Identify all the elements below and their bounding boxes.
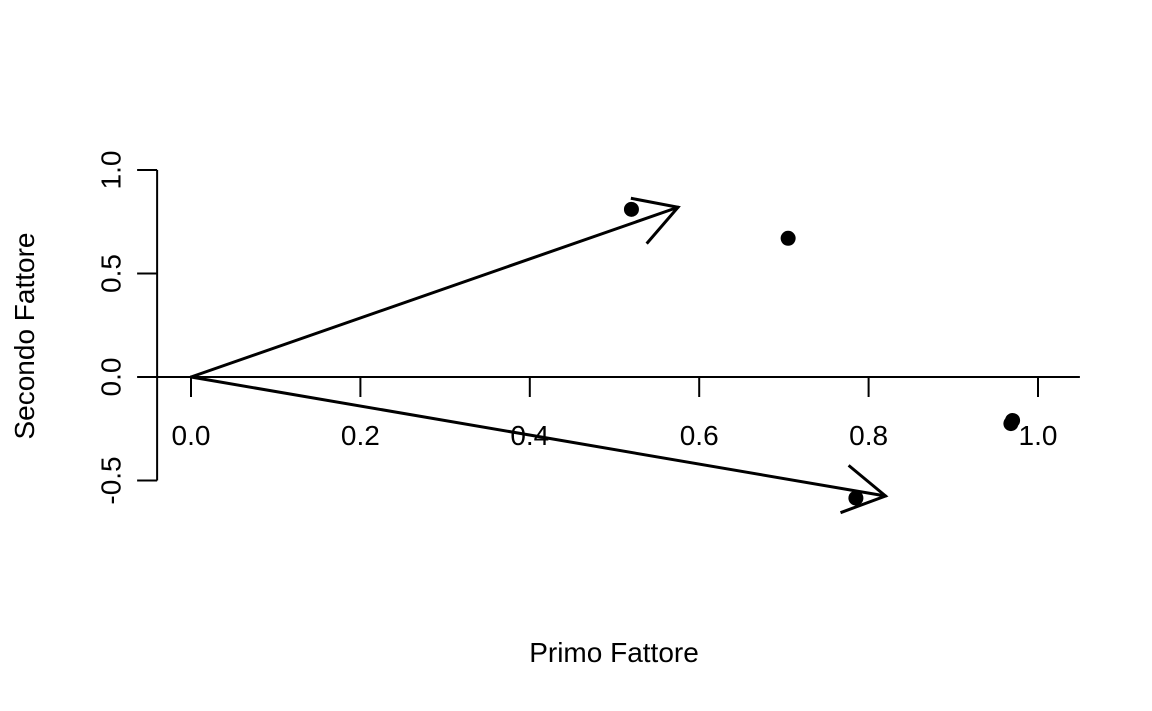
points xyxy=(623,201,1021,506)
data-point xyxy=(848,490,864,506)
y-tick-label: 0.0 xyxy=(96,358,127,397)
x-tick-label: 0.8 xyxy=(849,420,888,451)
tick-marks xyxy=(137,169,1039,482)
x-tick-label: 0.2 xyxy=(341,420,380,451)
arrow xyxy=(189,375,889,515)
data-point xyxy=(780,230,796,246)
y-tick-label: 1.0 xyxy=(96,151,127,190)
data-point xyxy=(623,201,639,217)
x-tick-label: 1.0 xyxy=(1019,420,1058,451)
x-axis-title: Primo Fattore xyxy=(529,637,699,668)
y-tick-label: -0.5 xyxy=(96,456,127,504)
x-tick-label: 0.0 xyxy=(172,420,211,451)
data-point xyxy=(1003,416,1019,432)
arrow xyxy=(189,196,681,379)
x-tick-label: 0.6 xyxy=(680,420,719,451)
axes xyxy=(156,170,1080,481)
tick-labels: 0.00.20.40.60.81.0-0.50.00.51.0 xyxy=(96,151,1058,505)
arrows xyxy=(189,196,889,515)
y-tick-label: 0.5 xyxy=(96,254,127,293)
y-axis-title: Secondo Fattore xyxy=(9,232,40,439)
